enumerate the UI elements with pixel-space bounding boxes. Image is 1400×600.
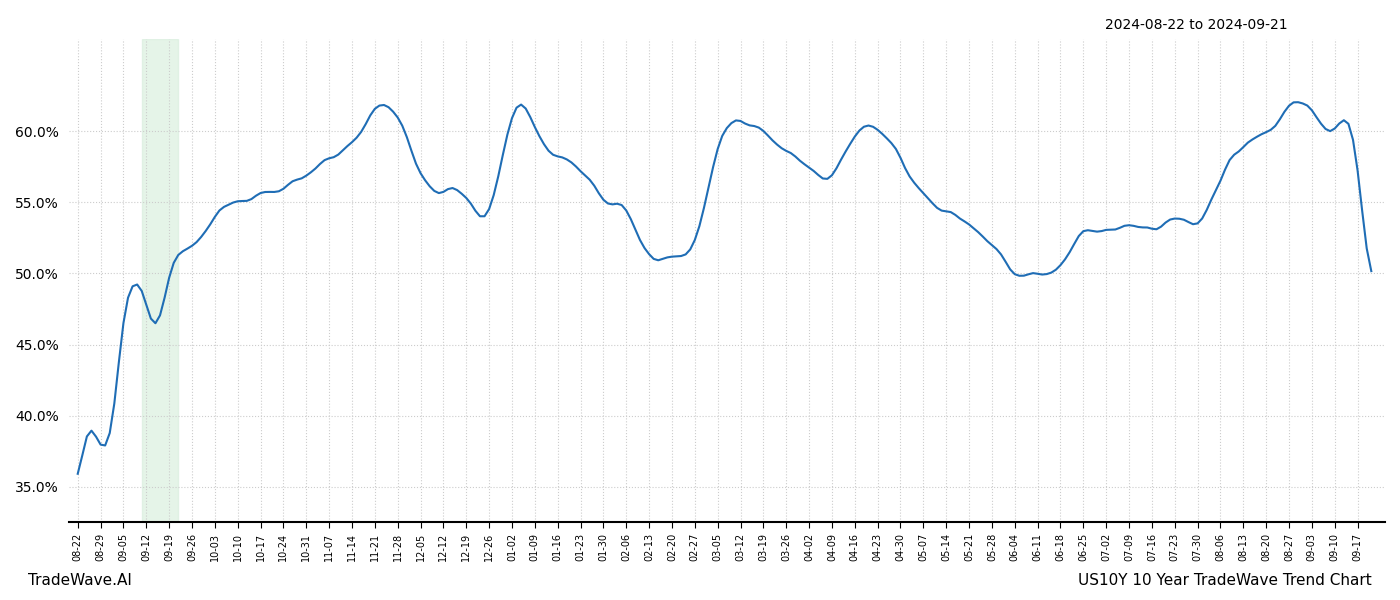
Text: TradeWave.AI: TradeWave.AI	[28, 573, 132, 588]
Text: US10Y 10 Year TradeWave Trend Chart: US10Y 10 Year TradeWave Trend Chart	[1078, 573, 1372, 588]
Text: 2024-08-22 to 2024-09-21: 2024-08-22 to 2024-09-21	[1106, 18, 1288, 32]
Bar	[141, 39, 178, 522]
